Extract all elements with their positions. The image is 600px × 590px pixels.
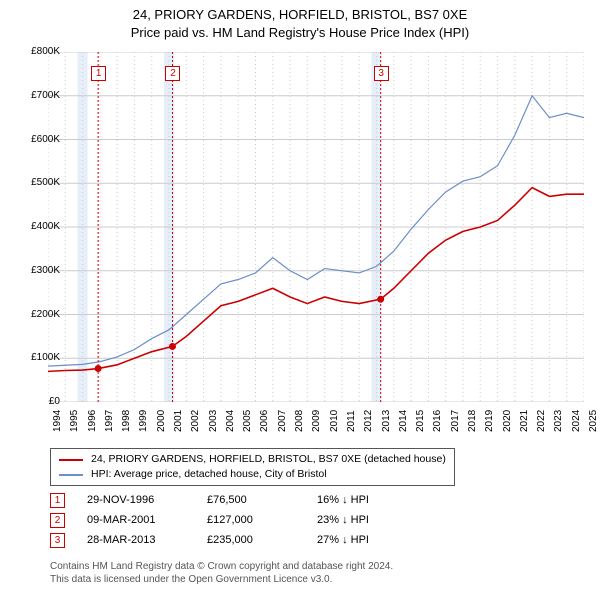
x-tick-label: 2007 xyxy=(277,410,288,432)
title-block: 24, PRIORY GARDENS, HORFIELD, BRISTOL, B… xyxy=(0,0,600,41)
event-num: 1 xyxy=(50,493,65,508)
x-tick-label: 2008 xyxy=(294,410,305,432)
x-tick-label: 2014 xyxy=(398,410,409,432)
x-tick-label: 2021 xyxy=(519,410,530,432)
x-tick-label: 2012 xyxy=(363,410,374,432)
x-tick-label: 2009 xyxy=(311,410,322,432)
x-tick-label: 2005 xyxy=(242,410,253,432)
event-marker-box: 2 xyxy=(165,66,180,81)
event-pct: 16% ↓ HPI xyxy=(317,494,369,506)
x-tick-label: 2000 xyxy=(156,410,167,432)
y-tick-label: £500K xyxy=(20,177,60,188)
x-tick-label: 2025 xyxy=(588,410,599,432)
y-tick-label: £200K xyxy=(20,309,60,320)
x-tick-label: 2003 xyxy=(208,410,219,432)
x-tick-label: 1995 xyxy=(69,410,80,432)
event-price: £127,000 xyxy=(207,514,317,526)
x-tick-label: 2017 xyxy=(450,410,461,432)
x-tick-label: 2023 xyxy=(553,410,564,432)
event-row: 2 09-MAR-2001 £127,000 23% ↓ HPI xyxy=(50,510,369,530)
x-tick-label: 2001 xyxy=(173,410,184,432)
y-tick-label: £100K xyxy=(20,352,60,363)
x-tick-label: 1999 xyxy=(138,410,149,432)
x-tick-label: 2004 xyxy=(225,410,236,432)
event-pct: 23% ↓ HPI xyxy=(317,514,369,526)
legend-swatch-red xyxy=(59,459,83,461)
y-tick-label: £400K xyxy=(20,221,60,232)
x-tick-label: 2013 xyxy=(381,410,392,432)
x-tick-label: 2022 xyxy=(536,410,547,432)
event-pct: 27% ↓ HPI xyxy=(317,534,369,546)
legend-row: 24, PRIORY GARDENS, HORFIELD, BRISTOL, B… xyxy=(59,452,446,467)
event-marker-box: 1 xyxy=(91,66,106,81)
y-tick-label: £700K xyxy=(20,90,60,101)
chart-area xyxy=(48,52,584,402)
event-row: 1 29-NOV-1996 £76,500 16% ↓ HPI xyxy=(50,490,369,510)
x-tick-label: 1997 xyxy=(104,410,115,432)
event-date: 29-NOV-1996 xyxy=(87,494,207,506)
y-tick-label: £300K xyxy=(20,265,60,276)
title-line2: Price paid vs. HM Land Registry's House … xyxy=(0,24,600,42)
x-tick-label: 2019 xyxy=(484,410,495,432)
event-date: 28-MAR-2013 xyxy=(87,534,207,546)
x-tick-label: 2002 xyxy=(190,410,201,432)
chart-svg xyxy=(48,52,584,402)
x-tick-label: 2016 xyxy=(432,410,443,432)
event-price: £235,000 xyxy=(207,534,317,546)
footer: Contains HM Land Registry data © Crown c… xyxy=(50,560,393,586)
legend-row: HPI: Average price, detached house, City… xyxy=(59,467,446,482)
root: 24, PRIORY GARDENS, HORFIELD, BRISTOL, B… xyxy=(0,0,600,590)
y-tick-label: £800K xyxy=(20,46,60,57)
y-tick-label: £600K xyxy=(20,134,60,145)
x-tick-label: 2018 xyxy=(467,410,478,432)
event-date: 09-MAR-2001 xyxy=(87,514,207,526)
x-tick-label: 2015 xyxy=(415,410,426,432)
x-tick-label: 1998 xyxy=(121,410,132,432)
events-block: 1 29-NOV-1996 £76,500 16% ↓ HPI 2 09-MAR… xyxy=(50,490,369,550)
x-tick-label: 2020 xyxy=(502,410,513,432)
legend-label: HPI: Average price, detached house, City… xyxy=(91,467,327,482)
event-num: 2 xyxy=(50,513,65,528)
event-price: £76,500 xyxy=(207,494,317,506)
x-tick-label: 2024 xyxy=(571,410,582,432)
legend: 24, PRIORY GARDENS, HORFIELD, BRISTOL, B… xyxy=(50,448,455,486)
x-tick-label: 2011 xyxy=(346,410,357,432)
x-tick-label: 1994 xyxy=(52,410,63,432)
x-tick-label: 1996 xyxy=(87,410,98,432)
footer-line1: Contains HM Land Registry data © Crown c… xyxy=(50,560,393,573)
footer-line2: This data is licensed under the Open Gov… xyxy=(50,573,393,586)
legend-swatch-blue xyxy=(59,474,83,476)
x-tick-label: 2006 xyxy=(259,410,270,432)
y-tick-label: £0 xyxy=(20,396,60,407)
x-tick-label: 2010 xyxy=(329,410,340,432)
event-marker-box: 3 xyxy=(374,66,389,81)
event-num: 3 xyxy=(50,533,65,548)
legend-label: 24, PRIORY GARDENS, HORFIELD, BRISTOL, B… xyxy=(91,452,446,467)
event-row: 3 28-MAR-2013 £235,000 27% ↓ HPI xyxy=(50,530,369,550)
title-line1: 24, PRIORY GARDENS, HORFIELD, BRISTOL, B… xyxy=(0,6,600,24)
